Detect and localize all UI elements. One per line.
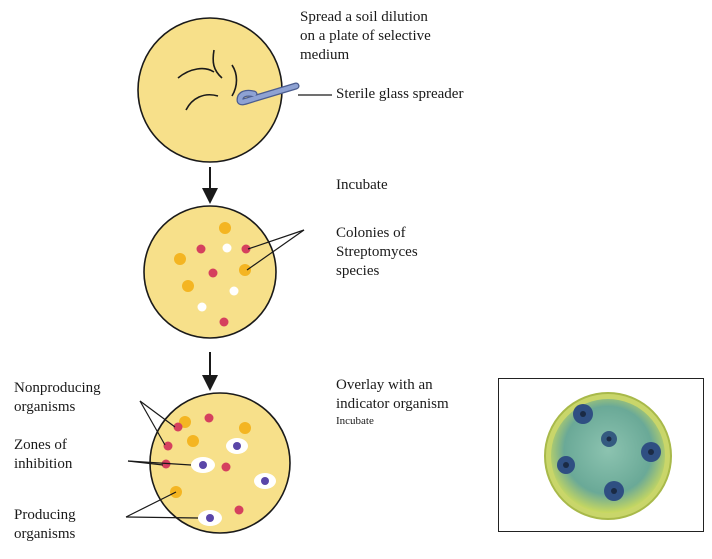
photo-zone (580, 411, 586, 417)
photo-zone (606, 436, 612, 442)
colonies-pointer-line (247, 229, 305, 250)
zones-pointer-line (127, 460, 164, 466)
colony-red (204, 413, 214, 423)
overlay-plate-photo (498, 378, 704, 532)
colony-red (173, 422, 183, 432)
zones-label: Zones of inhibition (14, 436, 72, 474)
colony-red (208, 268, 218, 278)
colony-red (241, 244, 251, 254)
inhibition-zone (198, 510, 222, 526)
photo-zone (648, 449, 654, 455)
nonproducing-line-2: organisms (14, 399, 76, 415)
colonies-line-1: Colonies of (336, 225, 406, 241)
incubate-label: Incubate (336, 177, 388, 193)
nonproducing-label: Nonproducing organisms (14, 379, 101, 417)
spread-mark (212, 49, 223, 79)
colony-red (234, 505, 244, 515)
producing-line-2: organisms (14, 526, 76, 542)
producing-pointer-line (125, 491, 177, 518)
overlay-line-1: Overlay with an (336, 377, 433, 393)
spread-mark (177, 67, 215, 79)
incubate-small-label: Incubate (336, 415, 374, 427)
plate-3-overlay (125, 392, 291, 534)
colony-orange (239, 264, 251, 276)
producing-pointer-line (125, 516, 199, 519)
colony-white (229, 286, 239, 296)
colony-red (219, 317, 229, 327)
colony-orange (187, 435, 199, 447)
step1-line-2: on a plate of selective (300, 28, 431, 44)
nonproducing-line-1: Nonproducing (14, 380, 101, 396)
step1-line-1: Spread a soil dilution (300, 9, 428, 25)
inhibition-zone (191, 457, 215, 473)
colony-white (197, 302, 207, 312)
colony-red (163, 441, 173, 451)
producing-line-1: Producing (14, 507, 76, 523)
colony-orange (182, 280, 194, 292)
nonproducing-pointer-line (139, 400, 166, 446)
producing-label: Producing organisms (14, 506, 76, 544)
zones-line-2: inhibition (14, 456, 73, 472)
spread-mark (185, 94, 219, 111)
overlay-instruction: Overlay with an indicator organism (336, 376, 449, 414)
petri-plate-1 (137, 17, 283, 163)
glass-spreader-icon (236, 82, 300, 106)
colony-orange (219, 222, 231, 234)
plate-2-colonies (143, 205, 305, 339)
colony-red (221, 462, 231, 472)
inhibition-zone (254, 473, 276, 489)
colonies-line-2: Streptomyces (336, 244, 418, 260)
petri-plate-3 (149, 392, 291, 534)
colony-orange (239, 422, 251, 434)
colonies-line-3: species (336, 263, 380, 279)
colonies-pointer-line (246, 229, 305, 271)
photo-agar (551, 399, 665, 513)
nonproducing-pointer-line (139, 400, 176, 428)
colony-red (196, 244, 206, 254)
spread-mark (231, 64, 238, 97)
colonies-label: Colonies of Streptomyces species (336, 224, 418, 281)
photo-zone (611, 488, 617, 494)
step1-instruction: Spread a soil dilution on a plate of sel… (300, 8, 431, 65)
zones-line-1: Zones of (14, 437, 67, 453)
step1-line-3: medium (300, 47, 350, 63)
plate-1-selective-medium (137, 17, 332, 163)
inhibition-zone (226, 438, 248, 454)
overlay-line-2: indicator organism (336, 396, 449, 412)
colony-white (222, 243, 232, 253)
photo-zone (563, 462, 569, 468)
spreader-label: Sterile glass spreader (336, 86, 464, 102)
colony-orange (174, 253, 186, 265)
